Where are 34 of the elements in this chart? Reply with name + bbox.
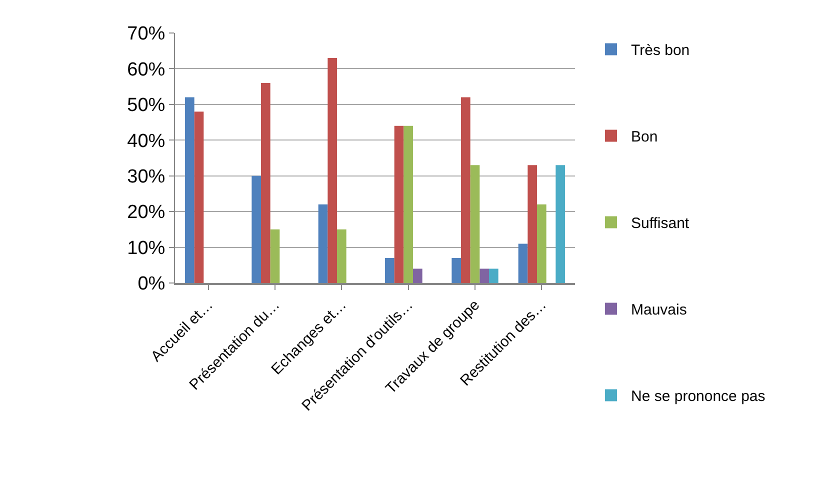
bar [556,165,565,283]
y-tick-label: 50% [127,95,166,116]
bar [480,268,489,283]
bar [394,126,404,283]
bar [518,244,528,283]
bar [528,165,537,283]
bar [270,229,280,283]
y-tick-label: 10% [127,238,166,259]
bar [185,97,194,283]
bar [404,126,413,283]
bar [413,268,422,283]
bar [252,176,261,283]
legend-label: Très bon [631,42,690,60]
bar [470,165,480,283]
legend-label: Mauvais [631,302,687,319]
y-tick-label: 70% [127,24,166,45]
bar [261,83,270,283]
legend-label: Ne se prononce pas [631,388,766,406]
bar [337,229,346,283]
y-tick-label: 40% [127,130,166,152]
y-tick-label: 0% [138,274,166,295]
bar [318,204,328,283]
y-tick-label: 60% [127,59,166,80]
y-tick-label: 20% [127,202,166,224]
bar [452,258,461,283]
bar [489,268,498,283]
bar [461,97,470,283]
legend-label: Bon [631,128,658,146]
bar [537,204,546,283]
bar [385,258,394,283]
legend-label: Suffisant [631,215,690,232]
y-tick-label: 30% [127,166,166,188]
bar [194,112,204,283]
bar [328,58,337,283]
